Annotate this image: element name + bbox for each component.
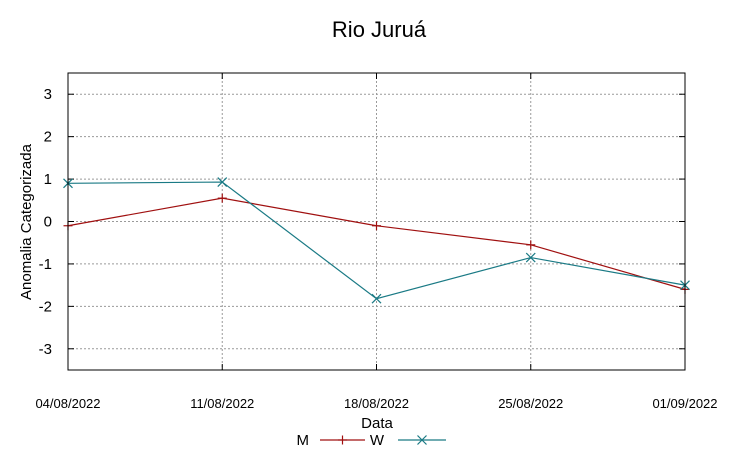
legend-item-W: W [370, 432, 446, 449]
y-axis-label: Anomalia Categorizada [18, 143, 35, 300]
y-tick-label: -3 [39, 341, 52, 358]
series-line-M [67, 197, 686, 290]
legend-marker [417, 435, 427, 445]
x-tick-label: 18/08/2022 [344, 396, 409, 411]
x-tick-label: 04/08/2022 [35, 396, 100, 411]
x-tick-label: 01/09/2022 [652, 396, 717, 411]
x-tick-label: 25/08/2022 [498, 396, 563, 411]
legend-item-M: M [297, 432, 365, 449]
y-tick-label: 3 [44, 86, 52, 103]
data-point-M [372, 221, 381, 231]
y-axis-ticks: 3 2 1 0 -1 -2 -3 [39, 86, 685, 358]
y-tick-label: 2 [44, 129, 52, 146]
y-tick-label: -2 [39, 298, 52, 315]
legend-marker [338, 435, 347, 445]
plot-frame [67, 72, 686, 371]
y-tick-label: -1 [39, 256, 52, 273]
series [63, 177, 690, 304]
legend-label: W [370, 432, 385, 449]
data-point-M [526, 240, 536, 250]
y-tick-label: 0 [44, 214, 52, 231]
data-point-W [525, 252, 536, 263]
series-W [63, 177, 690, 304]
data-point-W [217, 177, 228, 187]
legend-label: M [297, 432, 310, 449]
chart-title: Rio Juruá [332, 17, 427, 42]
y-tick-label: 1 [44, 171, 52, 188]
x-axis-label: Data [361, 415, 393, 432]
x-axis-ticks: 04/08/2022 11/08/2022 18/08/2022 25/08/2022… [35, 73, 718, 411]
data-point-M [217, 193, 227, 203]
x-tick-label: 11/08/2022 [190, 396, 254, 411]
data-point-W [371, 293, 382, 304]
